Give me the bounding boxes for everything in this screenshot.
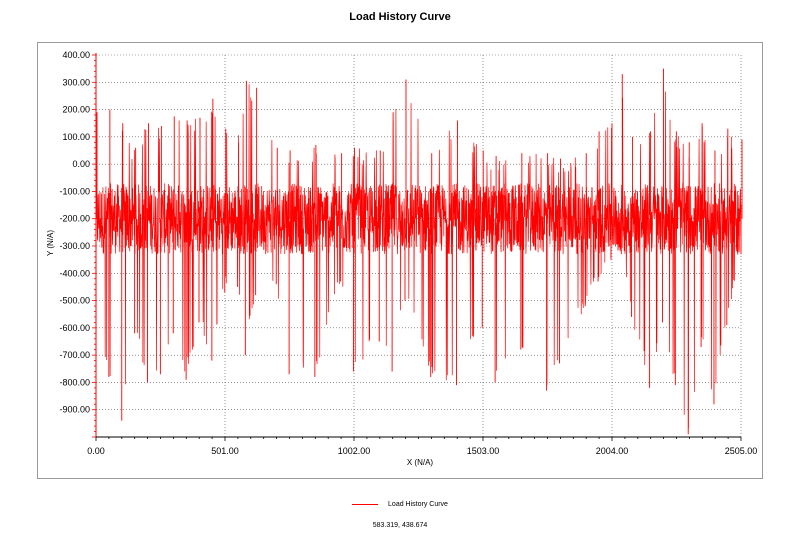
series-line	[95, 84, 742, 429]
plot-frame	[37, 42, 763, 479]
legend-label: Load History Curve	[388, 500, 448, 508]
legend: Load History Curve	[0, 497, 800, 511]
x-tick-label: 2505.00	[725, 446, 758, 456]
y-tick-label: -600.00	[59, 323, 90, 333]
cursor-coordinates: 583.319, 438.674	[372, 522, 428, 529]
y-tick-label: -300.00	[59, 241, 90, 251]
grid-lines	[96, 54, 742, 437]
y-tick-label: 400.00	[62, 50, 90, 60]
x-tick-label: 0.00	[87, 446, 105, 456]
y-axis-label: Y (N/A)	[46, 230, 55, 256]
x-tick-label: 2004.00	[596, 446, 629, 456]
y-tick-label: -500.00	[59, 296, 90, 306]
y-tick-label: -700.00	[59, 350, 90, 360]
x-axis-label: X (N/A)	[407, 458, 434, 467]
y-tick-label: -400.00	[59, 268, 90, 278]
x-tick-labels: 0.00 501.00 1002.00 1503.00 2004.00 2505.00	[87, 446, 757, 456]
x-tick-label: 501.00	[211, 446, 239, 456]
x-tick-label: 1503.00	[467, 446, 500, 456]
y-tick-label: -200.00	[59, 214, 90, 224]
y-tick-label: 0.00	[72, 159, 90, 169]
y-tick-label: 300.00	[62, 77, 90, 87]
x-tick-label: 1002.00	[338, 446, 371, 456]
legend-swatch	[352, 503, 379, 505]
y-tick-label: 200.00	[62, 105, 90, 115]
y-tick-label: 100.00	[62, 132, 90, 142]
series-group	[95, 68, 743, 435]
chart-title: Load History Curve	[349, 11, 451, 23]
y-tick-label: -800.00	[59, 377, 90, 387]
y-tick-label: -900.00	[59, 405, 90, 415]
y-tick-labels: 400.00 300.00 200.00 100.00 0.00 -100.00 -200.…	[59, 50, 90, 415]
y-tick-label: -100.00	[59, 186, 90, 196]
